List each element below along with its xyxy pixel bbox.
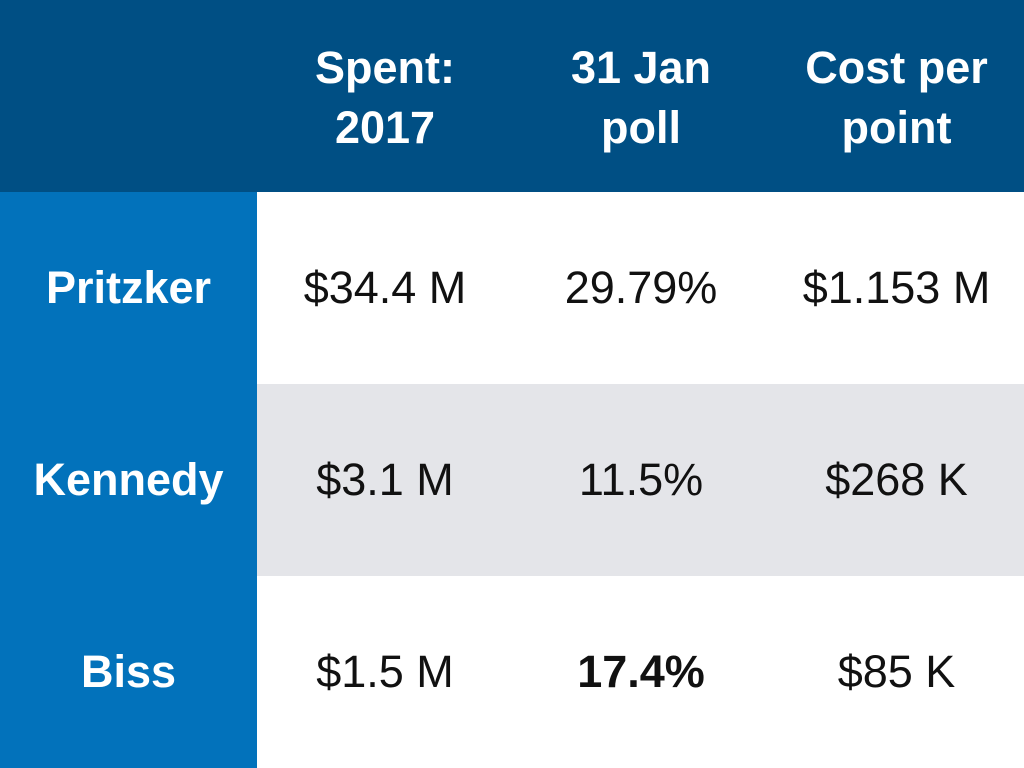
- header-corner: [0, 0, 257, 192]
- header-poll-31-jan: 31 Jan poll: [513, 0, 769, 192]
- header-cost-per-point: Cost per point: [769, 0, 1024, 192]
- header-spent-2017: Spent: 2017: [257, 0, 513, 192]
- cell-pritzker-poll: 29.79%: [513, 192, 769, 384]
- cell-biss-cost: $85 K: [769, 576, 1024, 768]
- cell-pritzker-cost: $1.153 M: [769, 192, 1024, 384]
- row-label-pritzker: Pritzker: [0, 192, 257, 384]
- row-label-biss: Biss: [0, 576, 257, 768]
- cell-kennedy-spent: $3.1 M: [257, 384, 513, 576]
- cell-kennedy-cost: $268 K: [769, 384, 1024, 576]
- cell-kennedy-poll: 11.5%: [513, 384, 769, 576]
- cell-biss-poll: 17.4%: [513, 576, 769, 768]
- row-label-kennedy: Kennedy: [0, 384, 257, 576]
- cell-pritzker-spent: $34.4 M: [257, 192, 513, 384]
- cell-biss-spent: $1.5 M: [257, 576, 513, 768]
